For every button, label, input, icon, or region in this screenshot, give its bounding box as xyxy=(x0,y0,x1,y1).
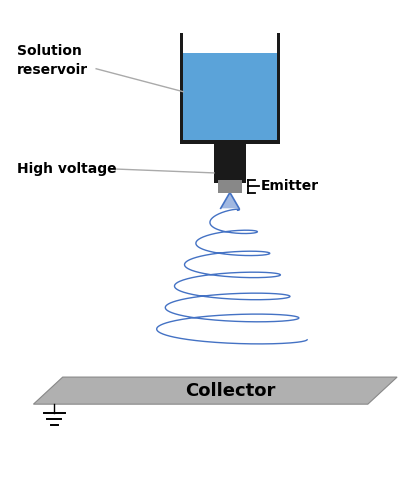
FancyBboxPatch shape xyxy=(218,180,242,192)
FancyBboxPatch shape xyxy=(214,144,246,182)
FancyBboxPatch shape xyxy=(180,34,183,144)
Text: Emitter: Emitter xyxy=(261,180,319,194)
Text: Collector: Collector xyxy=(185,382,275,400)
FancyBboxPatch shape xyxy=(180,140,280,144)
Polygon shape xyxy=(221,192,239,208)
Polygon shape xyxy=(33,377,397,404)
FancyBboxPatch shape xyxy=(183,52,277,141)
FancyBboxPatch shape xyxy=(277,34,280,144)
Text: High voltage: High voltage xyxy=(17,162,116,176)
Text: Solution
reservoir: Solution reservoir xyxy=(17,44,88,76)
